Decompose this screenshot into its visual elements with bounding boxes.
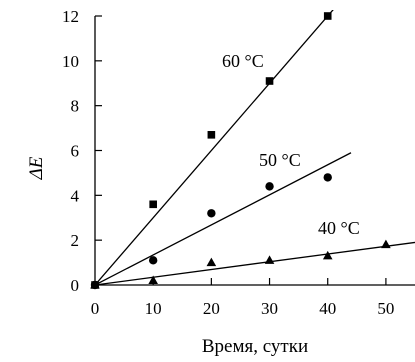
trend-line-0 [95, 10, 334, 285]
trend-line-2 [95, 241, 415, 285]
x-tick-label: 40 [319, 299, 336, 318]
y-tick-label: 6 [71, 142, 80, 161]
data-point-circle [265, 182, 274, 191]
data-point-triangle [322, 250, 333, 260]
trend-lines [95, 10, 415, 285]
data-point-triangle [90, 280, 100, 289]
y-tick-label: 2 [71, 231, 80, 250]
trend-line-1 [95, 152, 352, 285]
y-axis-title: ΔE [26, 156, 47, 180]
y-tick-label: 10 [62, 52, 79, 71]
x-axis-title: Время, сутки [202, 336, 308, 357]
y-tick-label: 8 [71, 97, 80, 116]
data-point-square [149, 200, 157, 209]
tick-group: 0 2 4 6 8 10 12 0 10 20 30 40 50 [62, 7, 394, 318]
data-point-square [207, 131, 216, 139]
data-point-circle [148, 256, 158, 265]
series-label-60: 60 °C [222, 51, 264, 71]
x-tick-label: 10 [145, 299, 162, 318]
data-points [90, 12, 391, 290]
y-tick-label: 12 [62, 7, 79, 26]
x-tick-label: 50 [377, 299, 394, 318]
data-point-circle [207, 209, 216, 218]
x-tick-label: 30 [261, 299, 278, 318]
data-point-triangle [206, 257, 217, 267]
data-point-triangle [264, 255, 275, 264]
series-label-50: 50 °C [259, 150, 301, 170]
x-tick-label: 20 [203, 299, 220, 318]
series-label-40: 40 °C [318, 218, 360, 238]
x-tick-label: 0 [91, 299, 100, 318]
y-tick-label: 0 [71, 276, 80, 295]
data-point-square [265, 77, 274, 85]
data-point-triangle [148, 275, 158, 285]
data-point-circle [323, 173, 332, 182]
data-point-square [323, 12, 332, 20]
data-point-triangle [381, 239, 391, 249]
y-tick-label: 4 [71, 186, 80, 205]
